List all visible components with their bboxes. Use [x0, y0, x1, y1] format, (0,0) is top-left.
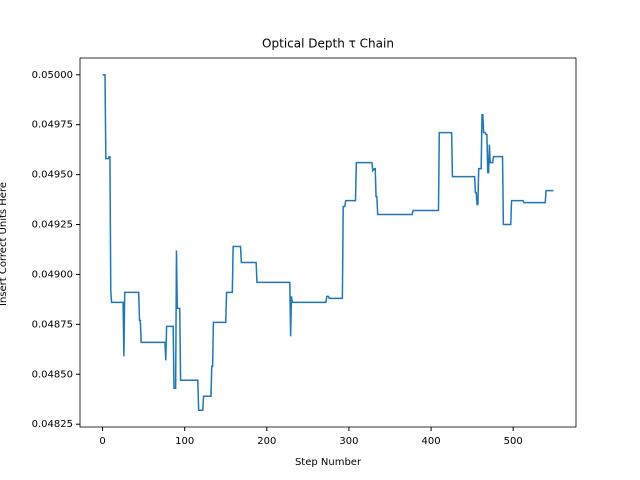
data-line — [102, 74, 554, 411]
y-tick-label: 0.04850 — [32, 369, 73, 380]
x-tick-label: 400 — [422, 436, 441, 447]
x-tick-label: 100 — [175, 436, 194, 447]
chart-title: Optical Depth τ Chain — [262, 37, 394, 51]
y-tick-label: 0.04975 — [32, 120, 73, 131]
y-tick-label: 0.04950 — [32, 170, 73, 181]
y-tick-label: 0.04925 — [32, 220, 73, 231]
x-tick-label: 0 — [99, 436, 105, 447]
y-tick-label: 0.04875 — [32, 319, 73, 330]
plot-frame — [79, 57, 577, 428]
y-axis-label: Insert Correct Units Here — [0, 182, 9, 306]
y-tick-label: 0.04825 — [32, 419, 73, 430]
y-tick-label: 0.04900 — [32, 269, 73, 280]
x-tick-label: 200 — [257, 436, 276, 447]
x-tick-label: 500 — [504, 436, 523, 447]
x-axis-label: Step Number — [295, 457, 362, 468]
x-tick-label: 300 — [339, 436, 358, 447]
y-tick-label: 0.05000 — [32, 70, 73, 81]
